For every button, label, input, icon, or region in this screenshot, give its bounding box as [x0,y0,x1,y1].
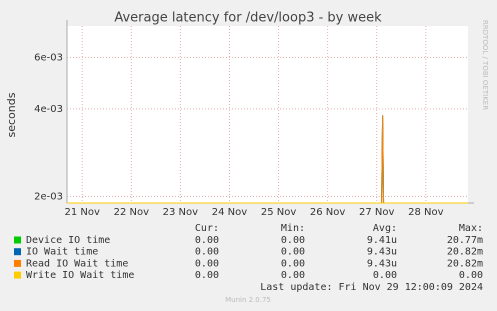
legend-header: Min: [281,223,305,234]
legend-value: 0.00 [281,235,305,246]
legend-value: 0.00 [195,247,219,258]
x-tick-label: 22 Nov [114,207,150,218]
legend-header: Cur: [195,223,219,234]
legend-value: 0.00 [195,258,219,269]
legend-value: 20.82m [447,258,483,269]
legend-value: 20.82m [447,247,483,258]
legend-label: IO Wait time [26,247,98,258]
x-tick-label: 24 Nov [212,207,248,218]
legend-value: 9.43u [367,247,397,258]
x-tick-label: 27 Nov [359,207,395,218]
legend-value: 9.41u [367,235,397,246]
x-tick-label: 25 Nov [261,207,297,218]
legend-header: Max: [459,223,483,234]
y-axis-label: seconds [5,92,18,137]
legend-value: 0.00 [281,247,305,258]
footer: Munin 2.0.75 [225,296,271,304]
legend-swatch [14,236,21,244]
legend-value: 0.00 [459,270,483,281]
legend-value: 0.00 [195,270,219,281]
legend-swatch [14,259,21,267]
legend-value: 0.00 [281,270,305,281]
plot-area [67,26,468,203]
legend-label: Read IO Wait time [26,258,128,269]
x-tick-label: 21 Nov [65,207,101,218]
legend-swatch [14,248,21,256]
last-update: Last update: Fri Nov 29 12:00:09 2024 [260,282,483,293]
legend-value: 9.43u [367,258,397,269]
x-tick-label: 23 Nov [163,207,199,218]
legend-swatch [14,271,21,279]
legend-value: 0.00 [281,258,305,269]
x-tick-label: 28 Nov [408,207,444,218]
x-tick-label: 26 Nov [310,207,346,218]
legend-value: 0.00 [195,235,219,246]
legend-label: Write IO Wait time [26,270,134,281]
legend-label: Device IO time [26,235,110,246]
legend-value: 20.77m [447,235,483,246]
y-tick-label: 6e-03 [34,53,63,64]
y-tick-label: 4e-03 [34,104,63,115]
y-tick-label: 2e-03 [34,192,63,203]
chart-title: Average latency for /dev/loop3 - by week [114,11,382,26]
side-text: RRDTOOL / TOBI OETIKER [481,20,489,110]
legend-header: Avg: [373,223,397,234]
legend-value: 0.00 [373,270,397,281]
